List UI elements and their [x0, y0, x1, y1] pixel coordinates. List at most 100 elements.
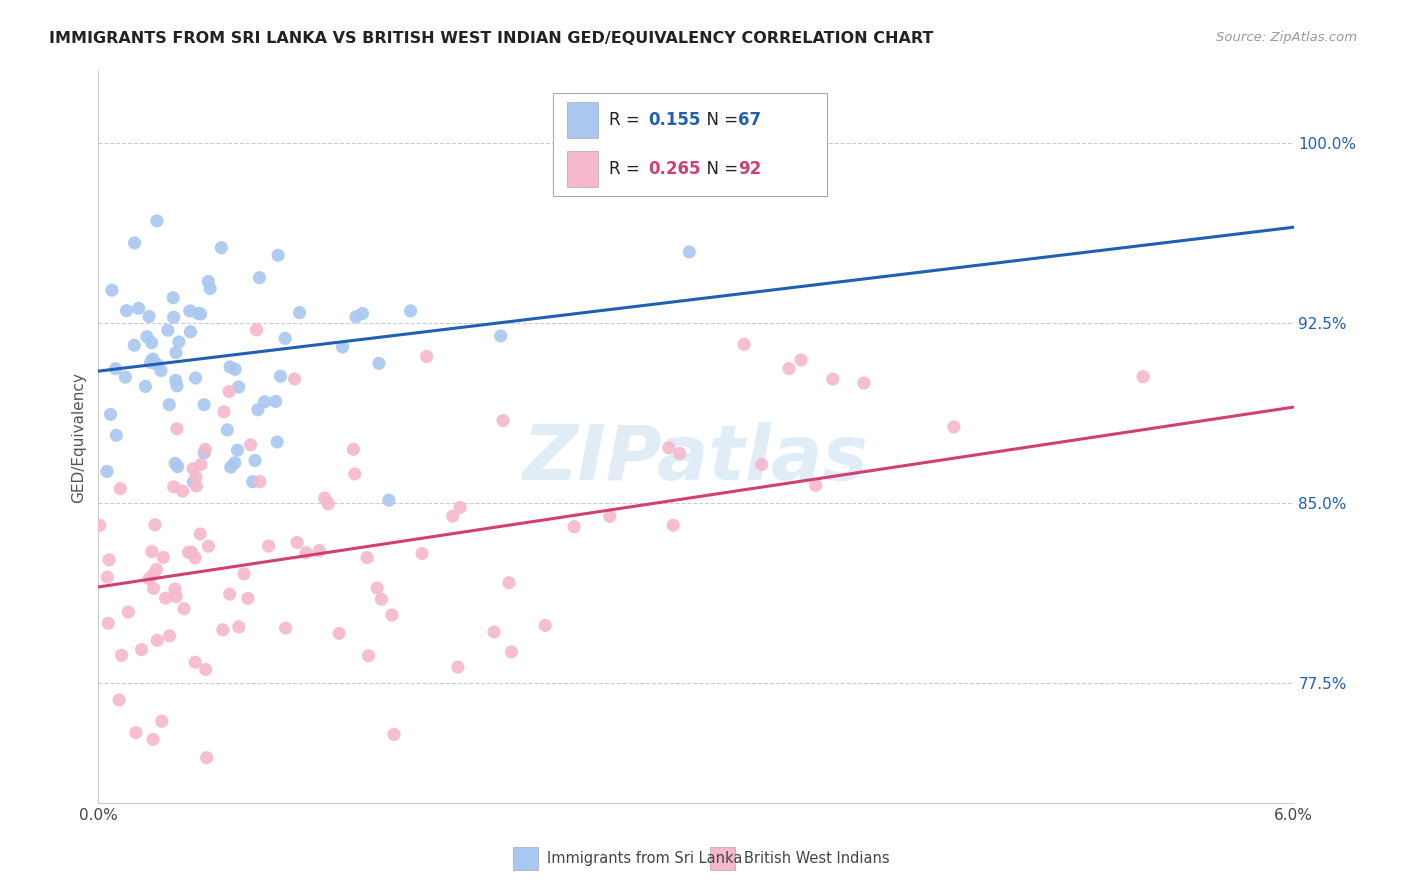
Point [370, 592, 392, 607]
Point [166, 422, 188, 436]
Point [115, 303, 138, 318]
Point [332, 340, 354, 354]
Text: British West Indians: British West Indians [744, 851, 890, 866]
Point [187, 306, 209, 320]
Point [1132, 369, 1154, 384]
Point [449, 500, 471, 515]
Point [224, 456, 246, 470]
Point [150, 714, 173, 729]
Point [142, 567, 165, 582]
Point [197, 275, 219, 289]
Point [124, 338, 146, 352]
Point [194, 442, 217, 457]
Point [177, 545, 200, 559]
Point [165, 456, 187, 470]
Point [534, 618, 557, 632]
Point [139, 355, 162, 369]
Point [415, 350, 437, 364]
Point [295, 546, 318, 560]
Point [159, 629, 181, 643]
Point [146, 357, 169, 371]
Point [266, 435, 288, 450]
Point [142, 352, 165, 367]
Point [108, 693, 131, 707]
Point [233, 566, 256, 581]
Point [751, 458, 773, 472]
Point [173, 601, 195, 615]
Point [155, 591, 177, 606]
Point [253, 394, 276, 409]
Point [328, 626, 350, 640]
Point [308, 543, 330, 558]
Point [482, 625, 505, 640]
Point [166, 379, 188, 393]
Point [141, 544, 163, 558]
Point [150, 364, 173, 378]
Point [198, 281, 221, 295]
Point [790, 353, 813, 368]
Point [179, 304, 201, 318]
Point [96, 464, 118, 478]
Point [110, 648, 132, 663]
Point [382, 727, 405, 741]
Point [368, 356, 391, 370]
Point [381, 607, 404, 622]
Point [157, 398, 180, 412]
Point [180, 545, 202, 559]
Point [181, 475, 204, 490]
Point [852, 376, 875, 390]
Point [821, 372, 844, 386]
Point [224, 362, 246, 376]
Point [226, 443, 249, 458]
Point [131, 642, 153, 657]
Point [662, 518, 685, 533]
Point [181, 462, 204, 476]
Point [678, 244, 700, 259]
Point [343, 467, 366, 481]
Point [186, 479, 208, 493]
Point [599, 509, 621, 524]
Text: 0.265: 0.265 [648, 161, 700, 178]
Text: N =: N = [696, 161, 744, 178]
Point [98, 553, 121, 567]
Point [638, 124, 661, 138]
Point [100, 408, 122, 422]
Point [97, 616, 120, 631]
Point [228, 380, 250, 394]
Point [447, 660, 470, 674]
Point [242, 475, 264, 489]
Point [411, 546, 433, 560]
Text: R =: R = [609, 112, 645, 129]
Point [239, 438, 262, 452]
Point [274, 331, 297, 345]
Point [197, 539, 219, 553]
Point [165, 590, 187, 604]
Point [172, 484, 194, 499]
Point [134, 379, 156, 393]
Point [288, 305, 311, 319]
Point [117, 605, 139, 619]
Point [193, 398, 215, 412]
Text: IMMIGRANTS FROM SRI LANKA VS BRITISH WEST INDIAN GED/EQUIVALENCY CORRELATION CHA: IMMIGRANTS FROM SRI LANKA VS BRITISH WES… [49, 31, 934, 46]
Point [142, 582, 165, 596]
Point [218, 384, 240, 399]
Point [145, 562, 167, 576]
Point [733, 337, 755, 351]
Point [218, 587, 240, 601]
Point [212, 405, 235, 419]
Point [96, 570, 118, 584]
Point [110, 482, 132, 496]
Point [125, 725, 148, 739]
Point [167, 334, 190, 349]
Point [104, 361, 127, 376]
Y-axis label: GED/Equivalency: GED/Equivalency [72, 372, 87, 502]
Point [142, 732, 165, 747]
Point [668, 446, 690, 460]
Point [344, 310, 367, 324]
Point [243, 453, 266, 467]
Point [184, 655, 207, 669]
Point [498, 575, 520, 590]
Point [357, 648, 380, 663]
Point [356, 550, 378, 565]
Point [342, 442, 364, 457]
